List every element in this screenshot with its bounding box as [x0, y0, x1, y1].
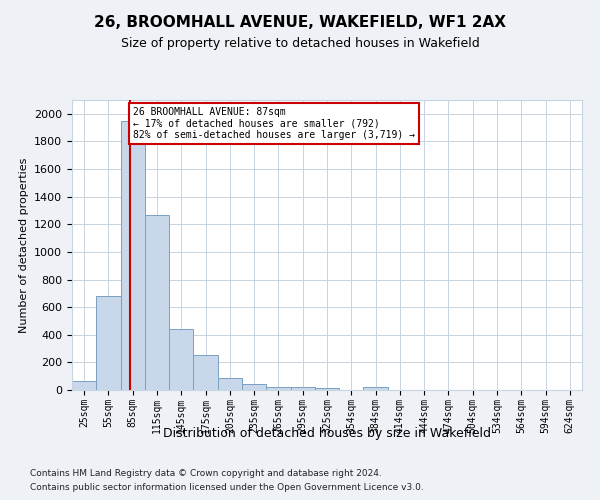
Bar	[72, 381, 96, 390]
Bar	[218, 378, 242, 390]
Bar	[121, 120, 145, 390]
Text: 26, BROOMHALL AVENUE, WAKEFIELD, WF1 2AX: 26, BROOMHALL AVENUE, WAKEFIELD, WF1 2AX	[94, 15, 506, 30]
Bar	[315, 388, 339, 390]
Text: Size of property relative to detached houses in Wakefield: Size of property relative to detached ho…	[121, 38, 479, 51]
Bar	[193, 355, 218, 390]
Y-axis label: Number of detached properties: Number of detached properties	[19, 158, 29, 332]
Text: Contains public sector information licensed under the Open Government Licence v3: Contains public sector information licen…	[30, 484, 424, 492]
Bar	[169, 329, 193, 390]
Bar	[290, 387, 315, 390]
Bar	[96, 296, 121, 390]
Bar	[364, 387, 388, 390]
Bar	[242, 384, 266, 390]
Text: Distribution of detached houses by size in Wakefield: Distribution of detached houses by size …	[163, 428, 491, 440]
Bar	[145, 214, 169, 390]
Bar	[266, 386, 290, 390]
Text: 26 BROOMHALL AVENUE: 87sqm
← 17% of detached houses are smaller (792)
82% of sem: 26 BROOMHALL AVENUE: 87sqm ← 17% of deta…	[133, 107, 415, 140]
Text: Contains HM Land Registry data © Crown copyright and database right 2024.: Contains HM Land Registry data © Crown c…	[30, 468, 382, 477]
